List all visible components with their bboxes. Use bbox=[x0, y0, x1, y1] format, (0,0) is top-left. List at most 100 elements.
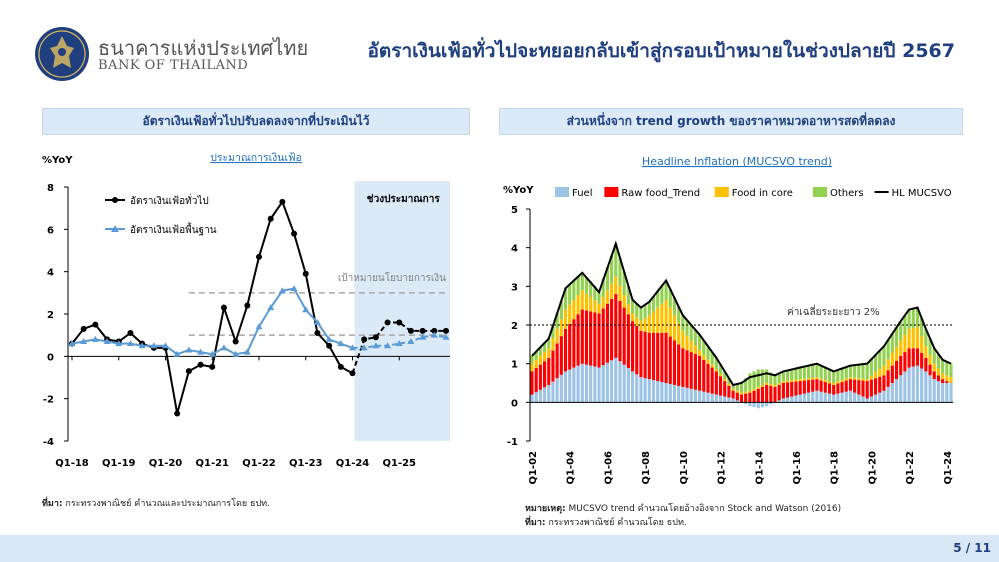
bar-food-in-core bbox=[668, 307, 672, 337]
bar-others bbox=[794, 368, 798, 380]
right-remark-note: หมายเหตุ: MUCSVO trend คำนวณโดยอ้างอิงจา… bbox=[525, 501, 841, 515]
bar-food-in-core bbox=[656, 307, 660, 333]
bar-raw-food bbox=[760, 386, 765, 403]
bar-raw-food bbox=[815, 379, 819, 391]
bar-fuel bbox=[547, 384, 551, 403]
bar-fuel bbox=[668, 383, 672, 403]
bar-food-in-core bbox=[744, 391, 748, 394]
bar-fuel bbox=[945, 383, 949, 403]
y-tick-label: -4 bbox=[43, 437, 54, 448]
bar-fuel bbox=[589, 365, 593, 403]
data-point bbox=[419, 333, 427, 340]
bar-raw-food bbox=[878, 376, 882, 393]
data-point bbox=[396, 319, 403, 326]
bar-food-in-core bbox=[844, 378, 848, 381]
bar-others bbox=[610, 255, 614, 284]
bar-food-in-core bbox=[643, 318, 647, 332]
series-line-hl-mucsvo bbox=[531, 240, 952, 387]
legend-label-core: อัตราเงินเฟ้อพื้นฐาน bbox=[130, 222, 217, 236]
bar-fuel bbox=[723, 396, 727, 403]
bar-fuel bbox=[718, 395, 723, 403]
bar-fuel bbox=[869, 396, 873, 403]
long-run-average-label: ค่าเฉลี่ยระยะยาว 2% bbox=[787, 304, 880, 318]
data-point bbox=[220, 304, 227, 311]
bar-food-in-core bbox=[626, 304, 630, 315]
bar-food-in-core bbox=[765, 383, 769, 385]
bar-raw-food bbox=[559, 336, 563, 375]
data-point bbox=[68, 340, 76, 347]
bar-food-in-core bbox=[677, 323, 681, 345]
bar-food-in-core bbox=[769, 383, 773, 386]
bar-food-in-core bbox=[542, 352, 547, 362]
bar-raw-food bbox=[920, 353, 924, 369]
bar-raw-food bbox=[698, 355, 702, 391]
bar-fuel bbox=[752, 402, 756, 408]
data-point bbox=[162, 342, 169, 349]
header: ธนาคารแห่งประเทศไทย BANK OF THAILAND อัต… bbox=[0, 0, 999, 100]
data-point bbox=[115, 340, 123, 347]
bar-food-in-core bbox=[823, 380, 827, 383]
data-point bbox=[349, 344, 356, 351]
data-point bbox=[314, 330, 321, 337]
bar-food-in-core bbox=[547, 348, 551, 358]
bar-fuel bbox=[702, 391, 706, 403]
x-tick-label: Q1-08 bbox=[641, 451, 652, 485]
bar-others bbox=[630, 299, 635, 314]
bar-food-in-core bbox=[907, 328, 911, 349]
data-point bbox=[126, 340, 134, 347]
bar-fuel bbox=[651, 380, 656, 403]
bar-food-in-core bbox=[706, 359, 710, 364]
bar-others bbox=[651, 296, 656, 312]
bar-others bbox=[924, 328, 928, 347]
bar-others bbox=[836, 369, 840, 382]
bar-fuel bbox=[605, 362, 609, 403]
bar-fuel bbox=[555, 378, 559, 403]
y-tick-label: 4 bbox=[511, 244, 518, 255]
bar-fuel bbox=[542, 387, 547, 403]
bar-others bbox=[756, 369, 760, 387]
bar-others bbox=[601, 278, 605, 297]
bar-others bbox=[861, 364, 865, 379]
bar-food-in-core bbox=[685, 335, 689, 351]
data-point bbox=[337, 340, 345, 347]
bar-others bbox=[702, 340, 706, 355]
source-text: กระทรวงพาณิชย์ คำนวณและประมาณการโดย ธปท. bbox=[62, 499, 270, 509]
bar-raw-food bbox=[907, 348, 911, 368]
bar-fuel bbox=[727, 397, 731, 403]
bar-fuel bbox=[911, 366, 915, 403]
bar-raw-food bbox=[668, 336, 672, 384]
bar-food-in-core bbox=[735, 390, 739, 393]
bar-food-in-core bbox=[563, 309, 568, 329]
x-tick-label: Q1-18 bbox=[55, 458, 89, 469]
bar-fuel bbox=[618, 361, 622, 403]
bar-raw-food bbox=[576, 314, 580, 366]
bar-others bbox=[614, 243, 618, 277]
org-name-thai: ธนาคารแห่งประเทศไทย bbox=[98, 36, 309, 60]
bar-fuel bbox=[769, 402, 773, 405]
chart-title: ประมาณการเงินเฟ้อ bbox=[210, 152, 302, 164]
footer-bar bbox=[0, 535, 999, 562]
bar-others bbox=[622, 271, 626, 296]
bar-fuel bbox=[710, 393, 714, 403]
bar-others bbox=[903, 315, 907, 335]
legend-label: Others bbox=[830, 188, 864, 199]
bar-fuel bbox=[731, 398, 735, 403]
bar-others bbox=[555, 313, 559, 329]
bar-others bbox=[547, 338, 551, 349]
bar-food-in-core bbox=[945, 375, 949, 382]
bar-raw-food bbox=[534, 368, 538, 393]
bar-fuel bbox=[706, 392, 710, 403]
bar-raw-food bbox=[710, 367, 714, 394]
bar-others bbox=[563, 288, 568, 310]
bar-others bbox=[664, 280, 668, 300]
legend-swatch bbox=[604, 187, 619, 197]
bar-food-in-core bbox=[941, 373, 945, 380]
x-tick-label: Q1-04 bbox=[566, 451, 577, 485]
bar-fuel bbox=[698, 390, 702, 403]
bar-food-in-core bbox=[714, 369, 718, 372]
bar-food-in-core bbox=[568, 304, 572, 325]
bar-others bbox=[869, 359, 873, 376]
bar-raw-food bbox=[593, 312, 597, 367]
bar-raw-food bbox=[924, 357, 928, 372]
bar-raw-food bbox=[886, 370, 890, 387]
